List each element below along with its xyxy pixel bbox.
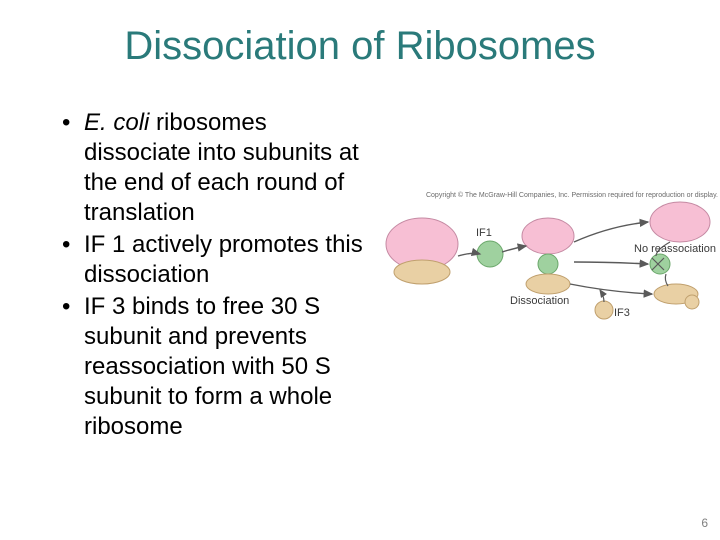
diagram-node-mid_small	[526, 274, 570, 294]
diagram-label-lbl_dissoc: Dissociation	[510, 295, 569, 307]
bullet-text: IF 1 actively promotes this dissociation	[84, 231, 363, 288]
bullet-item: IF 3 binds to free 30 S subunit and prev…	[60, 292, 370, 442]
bullet-item: IF 1 actively promotes this dissociation	[60, 230, 370, 290]
diagram-node-mid_large	[522, 218, 574, 254]
diagram-node-out_if3	[685, 295, 699, 309]
diagram-node-if3	[595, 301, 613, 319]
diagram-svg: IF1 Dissociation IF3 No reassociation	[380, 192, 718, 332]
diagram-node-out_if1	[650, 254, 670, 274]
diagram-node-ribo70s_small	[394, 260, 450, 284]
slide-title: Dissociation of Ribosomes	[0, 24, 720, 69]
diagram-node-out_large	[650, 202, 710, 242]
slide: Dissociation of Ribosomes E. coli riboso…	[0, 0, 720, 540]
diagram-label-lbl_noreassoc: No reassociation	[634, 243, 716, 255]
diagram-node-mid_if1	[538, 254, 558, 274]
page-number: 6	[701, 516, 708, 530]
bullet-item: E. coli ribosomes dissociate into subuni…	[60, 108, 370, 228]
bullet-text: IF 3 binds to free 30 S subunit and prev…	[84, 293, 332, 440]
bullet-list: E. coli ribosomes dissociate into subuni…	[60, 108, 370, 444]
copyright-text: Copyright © The McGraw-Hill Companies, I…	[426, 192, 718, 199]
bullet-italic: E. coli	[84, 109, 149, 136]
diagram-label-lbl_if3: IF3	[614, 307, 630, 319]
dissociation-diagram: Copyright © The McGraw-Hill Companies, I…	[380, 192, 718, 332]
diagram-node-if1	[477, 241, 503, 267]
diagram-label-lbl_if1: IF1	[476, 227, 492, 239]
